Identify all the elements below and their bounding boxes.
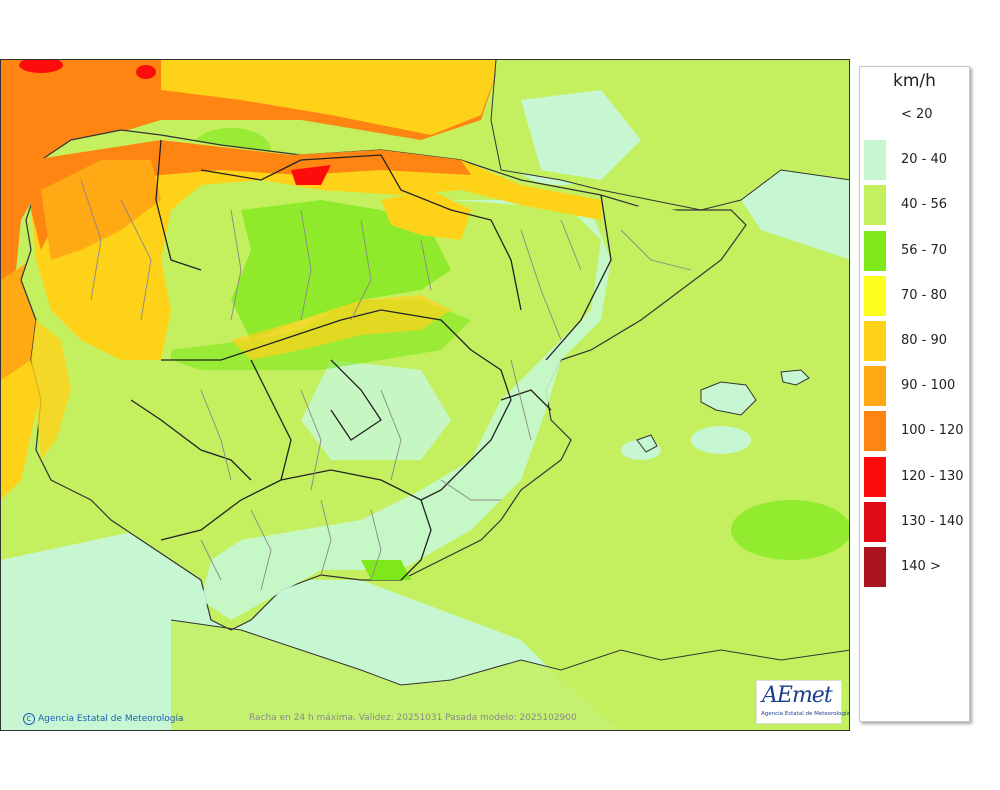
legend-item: 56 - 70 — [864, 230, 970, 271]
legend-label: 90 - 100 — [901, 378, 956, 394]
aemet-logo: AEmet Agencia Estatal de Meteorología — [756, 680, 849, 724]
legend-swatch — [864, 366, 886, 407]
legend-item: 140 > — [864, 547, 970, 587]
legend-item: 80 - 90 — [864, 321, 970, 361]
legend-swatch — [864, 230, 886, 271]
legend-panel: km/h < 20 20 - 40 40 - 56 56 - 70 70 - 80 80 … — [859, 66, 970, 722]
map-footer-caption: Racha en 24 h máxima. Validez: 20251031 … — [249, 713, 577, 723]
map-canvas — [1, 60, 849, 730]
legend-label: 100 - 120 — [901, 423, 964, 439]
legend-label: 120 - 130 — [901, 468, 964, 484]
legend-swatch — [864, 501, 886, 542]
legend-swatch — [864, 321, 886, 361]
copyright-icon: C — [23, 713, 35, 725]
legend-swatch — [864, 95, 886, 135]
legend-label: 140 > — [901, 559, 941, 574]
legend-label: 20 - 40 — [901, 152, 948, 168]
legend-item: 40 - 56 — [864, 185, 970, 226]
legend-item: 90 - 100 — [864, 366, 970, 407]
legend-swatch — [864, 547, 886, 587]
legend-label: 40 - 56 — [901, 197, 948, 213]
legend-swatch — [864, 456, 886, 497]
legend-item: < 20 — [864, 95, 970, 135]
legend-swatch — [864, 185, 886, 226]
legend-item: 120 - 130 — [864, 456, 970, 497]
legend-swatch — [864, 140, 886, 181]
legend-label: 130 - 140 — [901, 513, 964, 529]
legend-item: 100 - 120 — [864, 411, 970, 452]
logo-subtitle: Agencia Estatal de Meteorología — [761, 711, 850, 717]
legend-swatch — [864, 275, 886, 316]
legend-unit: km/h — [893, 71, 936, 91]
legend-item: 130 - 140 — [864, 501, 970, 542]
wind-gust-map: C Agencia Estatal de Meteorología Racha e… — [0, 59, 850, 731]
legend-label: 56 - 70 — [901, 242, 948, 258]
legend-swatch — [864, 411, 886, 452]
legend-item: 20 - 40 — [864, 140, 970, 181]
legend-label: 80 - 90 — [901, 333, 948, 348]
copyright-text: Agencia Estatal de Meteorología — [38, 714, 184, 724]
copyright-notice: C Agencia Estatal de Meteorología — [23, 713, 184, 725]
legend-item: 70 - 80 — [864, 275, 970, 316]
legend-label: < 20 — [901, 107, 933, 122]
logo-mark: AEmet — [762, 683, 833, 708]
legend-label: 70 - 80 — [901, 287, 948, 303]
